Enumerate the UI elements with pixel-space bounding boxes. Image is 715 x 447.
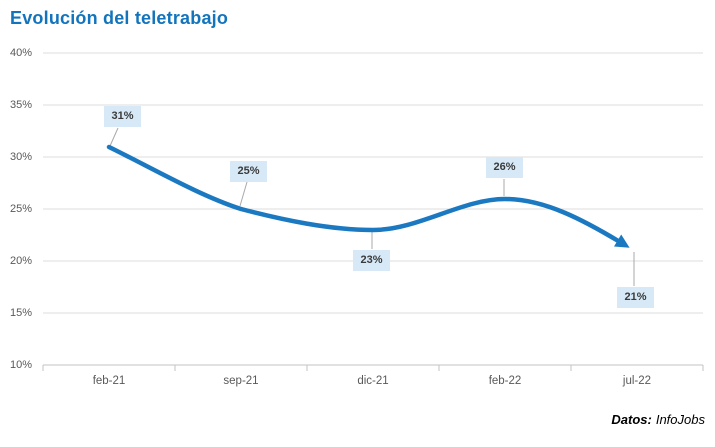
y-tick-label: 10% (9, 359, 32, 371)
data-label-dic-21: 23% (353, 250, 390, 271)
data-label-sep-21: 25% (230, 161, 267, 182)
label-leader-lines (109, 127, 635, 286)
y-tick-label: 30% (9, 151, 32, 163)
data-label-feb-21: 31% (104, 106, 141, 127)
data-label-jul-22: 21% (617, 287, 654, 308)
y-tick-label: 35% (9, 99, 32, 111)
teletrabajo-series-line (106, 144, 630, 248)
source-name: InfoJobs (655, 412, 705, 427)
y-tick-label: 40% (9, 47, 32, 59)
x-tick-label: feb-22 (488, 375, 522, 387)
x-tick-label: sep-21 (223, 375, 259, 387)
x-tick-label: feb-21 (92, 375, 126, 387)
y-tick-label: 15% (9, 307, 32, 319)
x-tick-label: dic-21 (357, 375, 389, 387)
y-tick-label: 20% (9, 255, 32, 267)
chart-title: Evolución del teletrabajo (10, 8, 229, 28)
x-tick-label: jul-22 (622, 375, 652, 387)
gridlines (43, 52, 703, 314)
data-label-feb-22: 26% (486, 157, 523, 178)
source-attribution: Datos: InfoJobs (611, 412, 705, 427)
x-axis (42, 364, 704, 371)
source-prefix: Datos: (611, 412, 652, 427)
y-tick-label: 25% (9, 203, 32, 215)
